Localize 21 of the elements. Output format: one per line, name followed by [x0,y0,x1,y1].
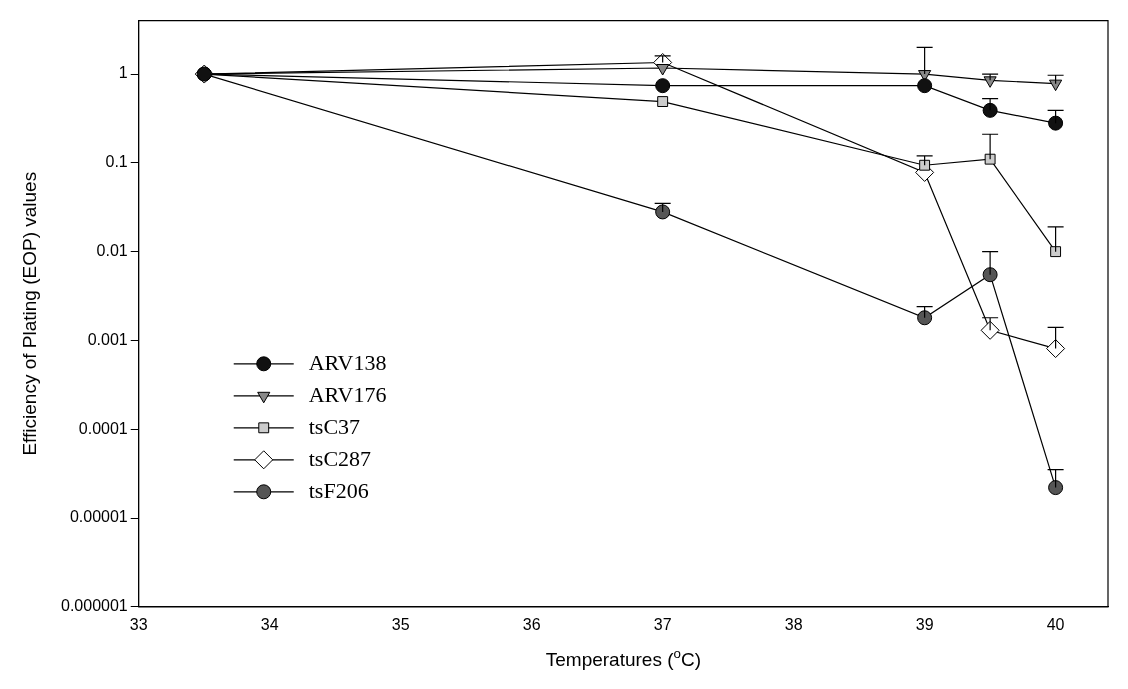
legend-label: tsC287 [308,445,372,471]
x-tick-label: 35 [391,615,410,633]
legend-label: ARV176 [308,381,387,407]
x-tick-label: 40 [1046,615,1065,633]
y-tick-label: 0.0001 [78,419,128,437]
y-tick-label: 0.01 [96,242,128,260]
x-tick-label: 33 [129,615,148,633]
y-axis-title: Efficiency of Plating (EOP) values [19,171,40,456]
y-tick-label: 0.00001 [69,508,128,526]
x-tick-label: 39 [915,615,934,633]
y-tick-label: 0.000001 [61,597,128,615]
legend-label: tsF206 [308,477,369,503]
y-tick-label: 0.001 [87,330,128,348]
x-tick-label: 38 [784,615,803,633]
x-tick-label: 34 [260,615,279,633]
y-tick-label: 0.1 [105,153,128,171]
x-tick-label: 36 [522,615,541,633]
legend-label: tsC37 [308,413,361,439]
y-tick-label: 1 [118,64,128,82]
legend-label: ARV138 [308,349,387,375]
x-tick-label: 37 [653,615,672,633]
